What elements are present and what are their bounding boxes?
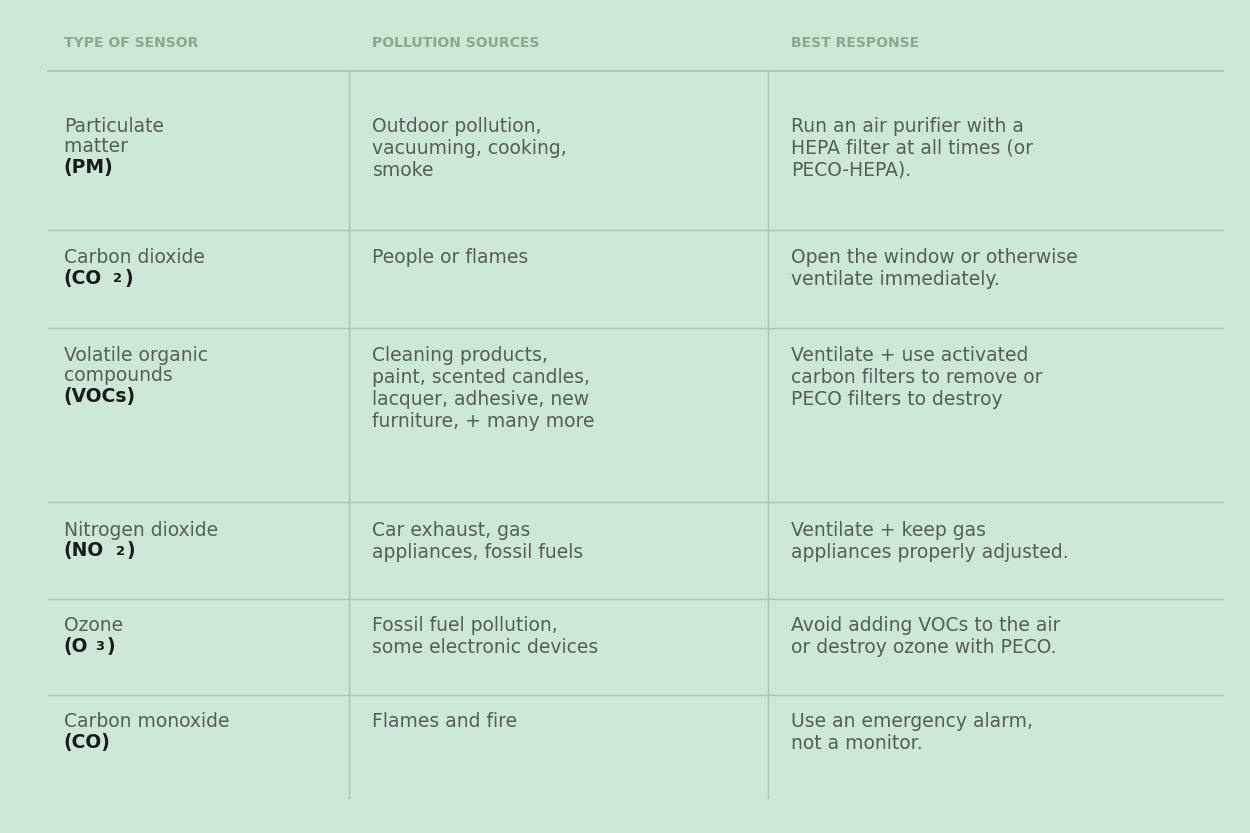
Text: Outdoor pollution,
vacuuming, cooking,
smoke: Outdoor pollution, vacuuming, cooking, s… [372,117,568,180]
Text: 2: 2 [116,545,125,557]
Text: ): ) [106,637,115,656]
Text: (CO: (CO [64,269,102,287]
Text: ): ) [126,541,135,560]
Text: People or flames: People or flames [372,248,529,267]
Text: Nitrogen dioxide: Nitrogen dioxide [64,521,218,540]
Text: (NO: (NO [64,541,104,560]
Text: 2: 2 [112,272,123,285]
Text: Carbon dioxide: Carbon dioxide [64,248,205,267]
Text: BEST RESPONSE: BEST RESPONSE [791,37,920,50]
Text: Volatile organic: Volatile organic [64,346,208,365]
Text: TYPE OF SENSOR: TYPE OF SENSOR [64,37,198,50]
Text: 3: 3 [95,641,104,653]
Text: Car exhaust, gas
appliances, fossil fuels: Car exhaust, gas appliances, fossil fuel… [372,521,584,561]
Text: Avoid adding VOCs to the air
or destroy ozone with PECO.: Avoid adding VOCs to the air or destroy … [791,616,1060,657]
Text: Particulate: Particulate [64,117,164,136]
Text: Ventilate + use activated
carbon filters to remove or
PECO filters to destroy: Ventilate + use activated carbon filters… [791,346,1042,409]
Text: (CO): (CO) [64,733,111,751]
Text: (VOCs): (VOCs) [64,387,136,406]
Text: compounds: compounds [64,367,173,385]
Text: Open the window or otherwise
ventilate immediately.: Open the window or otherwise ventilate i… [791,248,1078,289]
Text: (O: (O [64,637,89,656]
Text: ): ) [124,269,132,287]
Text: Fossil fuel pollution,
some electronic devices: Fossil fuel pollution, some electronic d… [372,616,599,657]
Text: Flames and fire: Flames and fire [372,712,518,731]
Text: POLLUTION SOURCES: POLLUTION SOURCES [372,37,540,50]
Text: (PM): (PM) [64,157,114,177]
Text: Run an air purifier with a
HEPA filter at all times (or
PECO-HEPA).: Run an air purifier with a HEPA filter a… [791,117,1034,180]
Text: Carbon monoxide: Carbon monoxide [64,712,229,731]
Text: Ozone: Ozone [64,616,129,636]
Text: Cleaning products,
paint, scented candles,
lacquer, adhesive, new
furniture, + m: Cleaning products, paint, scented candle… [372,346,595,431]
Text: Ventilate + keep gas
appliances properly adjusted.: Ventilate + keep gas appliances properly… [791,521,1069,561]
Text: Use an emergency alarm,
not a monitor.: Use an emergency alarm, not a monitor. [791,712,1034,753]
Text: matter: matter [64,137,134,156]
